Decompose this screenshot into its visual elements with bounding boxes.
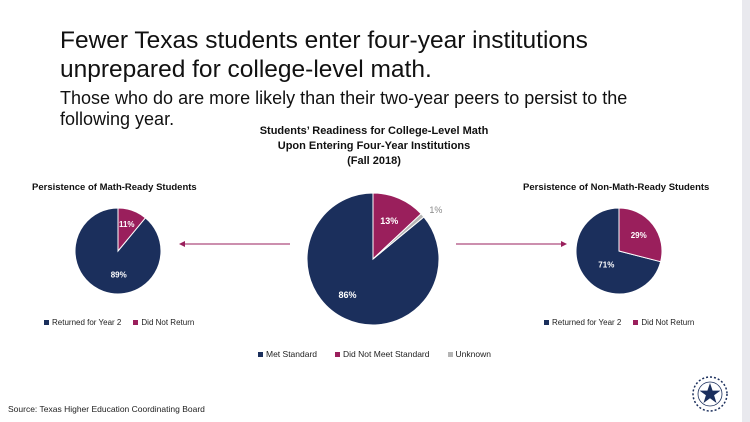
legend-label: Returned for Year 2 bbox=[52, 318, 122, 327]
legend-item-returned: Returned for Year 2 bbox=[544, 318, 621, 327]
legend-item-returned: Returned for Year 2 bbox=[44, 318, 121, 327]
main-chart-title-line-1: Students’ Readiness for College-Level Ma… bbox=[259, 125, 489, 137]
legend-item-unknown: Unknown bbox=[447, 349, 491, 359]
left-chart-title: Persistence of Math-Ready Students bbox=[32, 182, 197, 193]
pie-label-returned-for-year-2: 89% bbox=[111, 270, 127, 279]
legend-label: Did Not Meet Standard bbox=[343, 349, 430, 359]
legend-label: Met Standard bbox=[266, 349, 318, 359]
pie-label-unknown: 1% bbox=[429, 205, 442, 215]
main-chart-legend: Met Standard Did Not Meet Standard Unkno… bbox=[258, 349, 491, 359]
legend-label: Unknown bbox=[455, 349, 491, 359]
right-chart-legend: Returned for Year 2 Did Not Return bbox=[544, 318, 694, 327]
pie-slice-did-not-return bbox=[618, 207, 663, 263]
left-chart-legend: Returned for Year 2 Did Not Return bbox=[44, 318, 194, 327]
pie-label-did-not-return: 11% bbox=[119, 220, 135, 229]
main-chart-title-line-2: Upon Entering Four-Year Institutions bbox=[277, 140, 471, 152]
texas-star-seal-icon bbox=[692, 376, 728, 412]
right-chart-title: Persistence of Non-Math-Ready Students bbox=[523, 182, 710, 193]
right-pie-chart: 71% 29% bbox=[575, 207, 663, 295]
legend-swatch-maroon bbox=[633, 320, 639, 325]
pie-label-returned-for-year-2: 71% bbox=[598, 261, 614, 270]
legend-swatch-navy bbox=[258, 351, 263, 357]
main-chart-title-line-3: (Fall 2018) bbox=[347, 155, 401, 167]
legend-swatch-maroon bbox=[335, 351, 341, 357]
legend-swatch-gray bbox=[447, 351, 453, 357]
legend-item-not-returned: Did Not Return bbox=[633, 318, 694, 327]
legend-label: Did Not Return bbox=[641, 318, 695, 327]
legend-swatch-maroon bbox=[133, 320, 139, 325]
page-subtitle: Those who do are more likely than their … bbox=[60, 88, 628, 129]
pie-label-did-not-return: 29% bbox=[631, 231, 647, 240]
pie-slice-did-not-return bbox=[117, 207, 147, 253]
left-pie-chart: 89% 11% bbox=[74, 207, 162, 295]
main-chart-title: Students’ Readiness for College-Level Ma… bbox=[236, 124, 512, 169]
source-note: Source: Texas Higher Education Coordinat… bbox=[8, 404, 205, 414]
pie-label-met-standard: 86% bbox=[339, 290, 357, 300]
legend-item-not-met: Did Not Meet Standard bbox=[335, 349, 430, 359]
main-pie-chart: 86% 13% 1% bbox=[306, 192, 442, 326]
legend-item-not-returned: Did Not Return bbox=[133, 318, 194, 327]
legend-swatch-navy bbox=[44, 320, 49, 325]
legend-swatch-navy bbox=[544, 320, 549, 325]
legend-item-met: Met Standard bbox=[258, 349, 317, 359]
pie-slice-unknown bbox=[372, 213, 425, 260]
legend-label: Did Not Return bbox=[141, 318, 195, 327]
pie-label-did-not-meet-standard: 13% bbox=[380, 216, 398, 226]
legend-label: Returned for Year 2 bbox=[552, 318, 622, 327]
right-edge-band bbox=[742, 0, 750, 422]
page-title: Fewer Texas students enter four-year ins… bbox=[60, 27, 588, 83]
pie-slice-returned-for-year-2 bbox=[575, 207, 662, 295]
